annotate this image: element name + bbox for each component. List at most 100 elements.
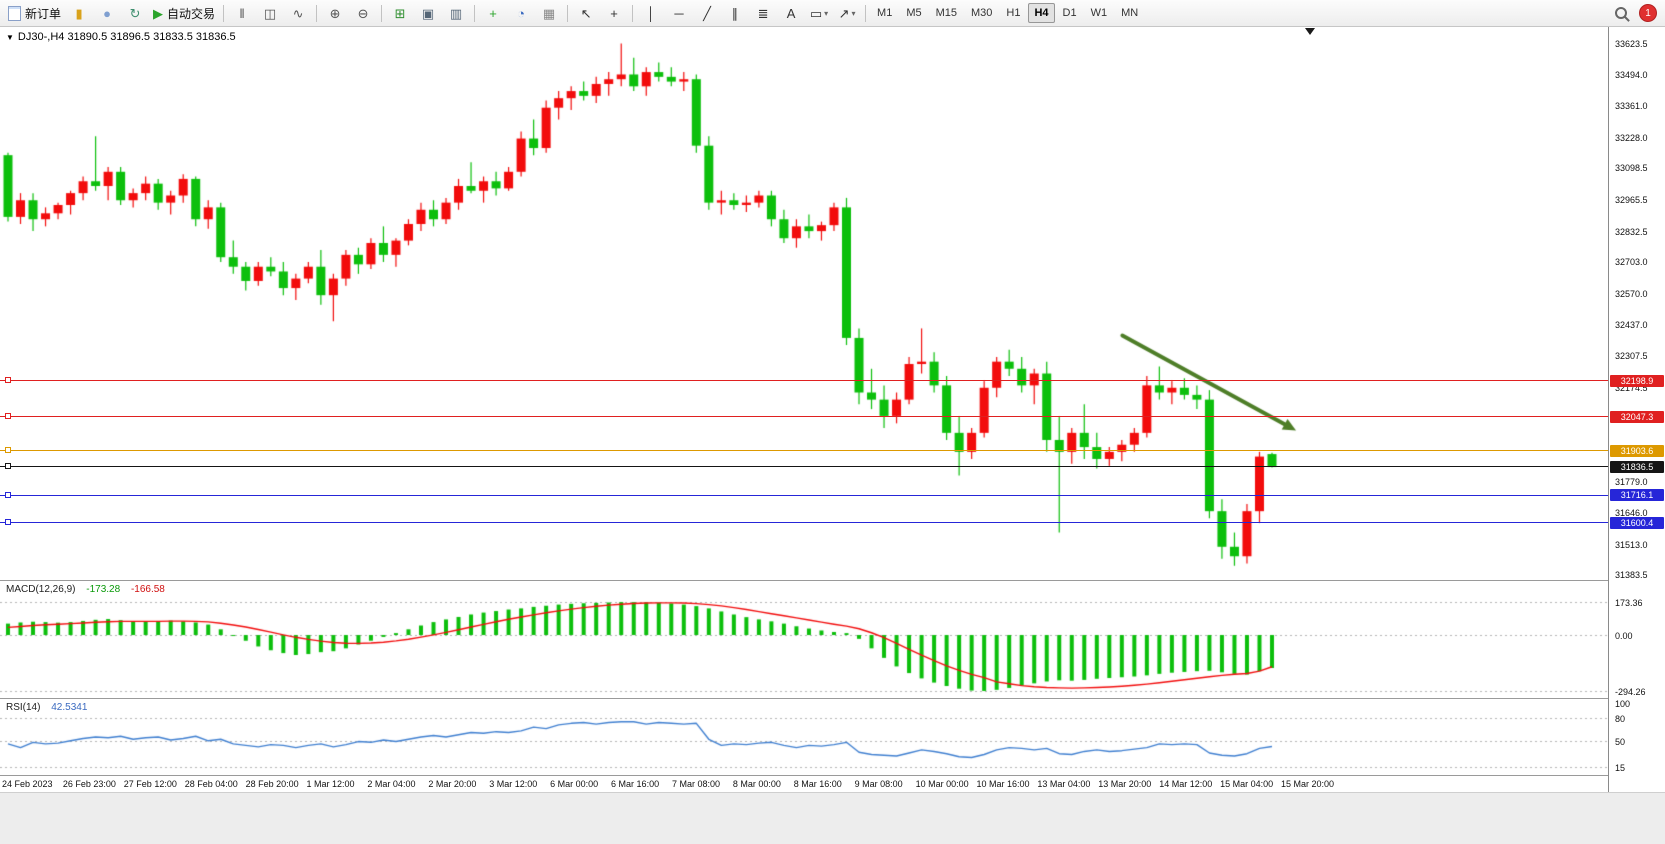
search-button[interactable] <box>1608 2 1634 24</box>
pivot-line-handle[interactable] <box>5 447 11 454</box>
rsi-value: 42.5341 <box>51 702 88 713</box>
time-axis-label: 28 Feb 20:00 <box>245 779 299 789</box>
support-line-2-handle[interactable] <box>5 519 11 526</box>
timeframe-button-mn[interactable]: MN <box>1121 7 1139 19</box>
zoom-out-icon[interactable]: ⊖ <box>350 2 376 24</box>
toolbar-separator <box>223 4 225 22</box>
chart-title-text: DJ30-,H4 31890.5 31896.5 31833.5 31836.5 <box>17 31 236 43</box>
resistance-line-2[interactable] <box>0 413 1608 420</box>
timeframe-button-m1[interactable]: M1 <box>877 7 893 19</box>
algo-trading-button[interactable]: ▶ 自动交易 <box>150 2 218 24</box>
trendline-icon[interactable]: ╱ <box>694 2 720 24</box>
vertical-line-icon[interactable]: │ <box>638 2 664 24</box>
price-axis-label: 33494.0 <box>1615 69 1648 80</box>
bar-chart-icon-glyph: ‖ <box>239 5 245 21</box>
horizontal-line-icon[interactable]: ─ <box>666 2 692 24</box>
main-chart-pane[interactable]: ▼ DJ30-,H4 31890.5 31896.5 31833.5 31836.… <box>0 27 1608 580</box>
window-list-icon[interactable]: ▥ <box>443 2 469 24</box>
dropdown-caret-icon: ▾ <box>851 8 856 18</box>
support-line-1-handle[interactable] <box>5 491 11 498</box>
new-window-icon[interactable]: ▣ <box>415 2 441 24</box>
new-order-button[interactable]: 新订单 <box>5 2 64 24</box>
rsi-label: RSI(14) 42.5341 <box>6 702 89 713</box>
candlestick-chart-icon[interactable]: ◫ <box>257 2 283 24</box>
pane-splitter-rsi[interactable] <box>0 698 1665 699</box>
fibonacci-icon[interactable]: ≣ <box>750 2 776 24</box>
shapes-icon[interactable]: ▭ ▾ <box>806 2 832 24</box>
notification-badge[interactable]: 1 <box>1639 4 1657 22</box>
arrows-icon[interactable]: ↗ ▾ <box>834 2 860 24</box>
price-axis-label: 31646.0 <box>1615 508 1648 519</box>
bid-price-line[interactable] <box>0 463 1608 470</box>
timeframe-button-m5[interactable]: M5 <box>906 7 922 19</box>
profiles-icon[interactable]: ● <box>94 2 120 24</box>
time-axis-label: 2 Mar 20:00 <box>428 779 477 789</box>
tile-windows-icon[interactable]: ⊞ <box>387 2 413 24</box>
timeframe-button-d1[interactable]: D1 <box>1062 7 1077 19</box>
timeframe-button-m15[interactable]: M15 <box>935 7 957 19</box>
status-bar <box>0 792 1665 844</box>
time-axis-label: 7 Mar 08:00 <box>671 779 720 789</box>
macd-axis-label: -294.26 <box>1615 687 1646 697</box>
rsi-chart-canvas[interactable] <box>0 699 1608 775</box>
time-axis-separator <box>0 775 1665 776</box>
price-axis-label: 32965.5 <box>1615 194 1648 205</box>
candlestick-chart-canvas[interactable] <box>0 27 1608 580</box>
timeframe-button-h1[interactable]: H1 <box>1006 7 1021 19</box>
support-line-2[interactable] <box>0 519 1608 526</box>
notification-count: 1 <box>1645 7 1651 19</box>
line-chart-icon[interactable]: ∿ <box>285 2 311 24</box>
crosshair-icon[interactable]: + <box>601 2 627 24</box>
timeframe-button-h4[interactable]: H4 <box>1028 3 1055 23</box>
price-axis-label: 33623.5 <box>1615 38 1648 49</box>
new-order-button-label: 新订单 <box>25 6 62 21</box>
time-axis-label: 10 Mar 16:00 <box>976 779 1030 789</box>
cursor-icon-glyph: ↖ <box>580 5 592 21</box>
support-line-1-price-badge: 31716.1 <box>1610 489 1664 502</box>
resistance-line-1-price-badge: 32198.9 <box>1610 374 1664 387</box>
pivot-line-price-badge: 31903.6 <box>1610 444 1664 457</box>
text-icon-glyph: A <box>786 5 796 21</box>
macd-axis-label: 0.00 <box>1615 631 1633 642</box>
timeframe-button-m30[interactable]: M30 <box>971 7 993 19</box>
zoom-in-icon[interactable]: ⊕ <box>322 2 348 24</box>
timeframe-button-w1[interactable]: W1 <box>1090 7 1108 19</box>
macd-pane[interactable]: MACD(12,26,9) -173.28 -166.58 <box>0 581 1608 698</box>
bid-price-line-handle[interactable] <box>5 463 11 470</box>
one-click-trading-toggle[interactable]: ▼ <box>6 33 14 42</box>
channel-icon[interactable]: ∥ <box>722 2 748 24</box>
bar-chart-icon[interactable]: ‖ <box>229 2 255 24</box>
toolbar: 新订单 ▮ ● ↻ ▶ 自动交易 ‖ ◫ ∿ ⊕ ⊖ ⊞ ▣ ▥ + ◔ ▦ ↖ + │ ─ ╱ ∥ ≣ A ▭ ▾ ↗ ▾ M1 M5 M1… <box>0 0 1665 27</box>
zoom-out-icon-glyph: ⊖ <box>357 5 369 21</box>
zoom-in-icon-glyph: ⊕ <box>329 5 341 21</box>
macd-chart-canvas[interactable] <box>0 581 1608 698</box>
add-indicator-button[interactable]: + <box>480 2 506 24</box>
resistance-line-1-handle[interactable] <box>5 377 11 384</box>
resistance-line-2-handle[interactable] <box>5 413 11 420</box>
price-axis[interactable]: 32198.9 32047.3 31903.6 31716.1 31600.4 31836… <box>1608 27 1665 792</box>
line-chart-icon-glyph: ∿ <box>292 5 304 21</box>
vertical-line-icon-glyph: │ <box>646 5 656 21</box>
pivot-line[interactable] <box>0 447 1608 454</box>
time-axis-label: 13 Mar 20:00 <box>1098 779 1152 789</box>
shapes-icon-glyph: ▭ <box>809 5 823 21</box>
profiles-icon-glyph: ● <box>103 5 111 21</box>
toolbar-separator <box>316 4 318 22</box>
new-chart-icon[interactable]: ▮ <box>66 2 92 24</box>
crosshair-icon-glyph: + <box>610 5 618 21</box>
rsi-title: RSI(14) <box>6 702 41 713</box>
rsi-pane[interactable]: RSI(14) 42.5341 <box>0 699 1608 775</box>
cursor-icon[interactable]: ↖ <box>573 2 599 24</box>
price-axis-label: 32307.5 <box>1615 351 1648 362</box>
template-icon[interactable]: ▦ <box>536 2 562 24</box>
resistance-line-1[interactable] <box>0 377 1608 384</box>
chart-shift-marker[interactable] <box>1305 28 1315 35</box>
support-line-1[interactable] <box>0 491 1608 498</box>
price-axis-label: 33098.5 <box>1615 163 1648 174</box>
time-axis[interactable]: 24 Feb 2023 26 Feb 23:00 27 Feb 12:00 28 Fe… <box>0 776 1608 792</box>
periods-icon[interactable]: ◔ <box>508 2 534 24</box>
toolbar-separator <box>474 4 476 22</box>
text-icon[interactable]: A <box>778 2 804 24</box>
pane-splitter-macd[interactable] <box>0 580 1665 581</box>
refresh-icon[interactable]: ↻ <box>122 2 148 24</box>
